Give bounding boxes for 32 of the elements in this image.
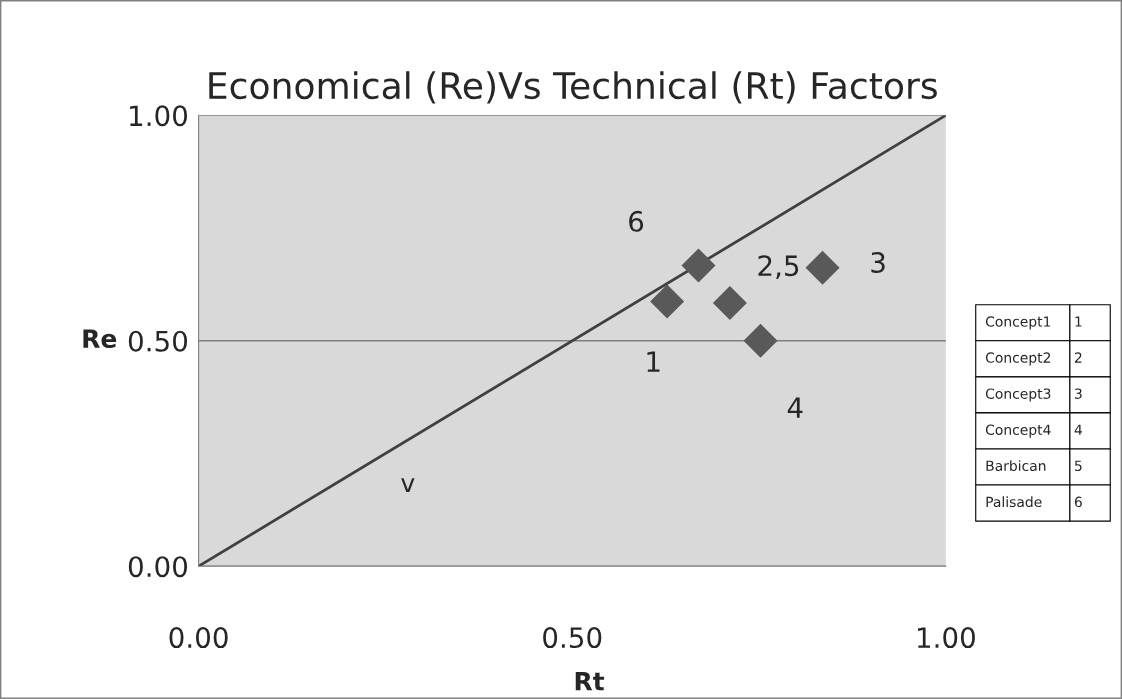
text: 5 — [1075, 460, 1082, 472]
text: Concept1 — [985, 316, 1051, 330]
point — [681, 248, 716, 283]
annotation: v — [401, 478, 415, 492]
y-tick-label: 0.50 — [128, 330, 188, 352]
point — [805, 250, 840, 285]
point — [650, 284, 685, 319]
x-axis-title: Rt — [575, 672, 605, 691]
text: Palisade — [986, 496, 1042, 508]
y-tick-label: 1.00 — [130, 105, 188, 127]
annotation: 3 — [871, 251, 885, 274]
chart-title: Economical (Re)Vs Technical (Rt) Factors — [209, 71, 937, 104]
text: Concept3 — [985, 388, 1051, 402]
point — [712, 285, 747, 320]
annotation: 4 — [787, 397, 803, 418]
x-tick-label: 0.50 — [543, 627, 602, 649]
text: 1 — [1075, 316, 1082, 327]
annotation: 1 — [647, 351, 660, 372]
annotation: 2,5 — [758, 255, 799, 280]
text: Concept4 — [985, 424, 1051, 438]
text: 4 — [1074, 424, 1082, 435]
text: 2 — [1074, 352, 1082, 363]
x-tick-label: 1.00 — [917, 627, 975, 649]
text: 6 — [1074, 496, 1082, 508]
y-axis-title: Re — [83, 329, 117, 349]
y-tick-label: 0.00 — [128, 556, 188, 578]
text: Barbican — [986, 460, 1046, 472]
x-tick-label: 0.00 — [169, 627, 228, 649]
text: 3 — [1074, 388, 1082, 399]
annotation: 6 — [629, 210, 644, 232]
text: Concept2 — [985, 352, 1051, 366]
point — [743, 323, 778, 358]
